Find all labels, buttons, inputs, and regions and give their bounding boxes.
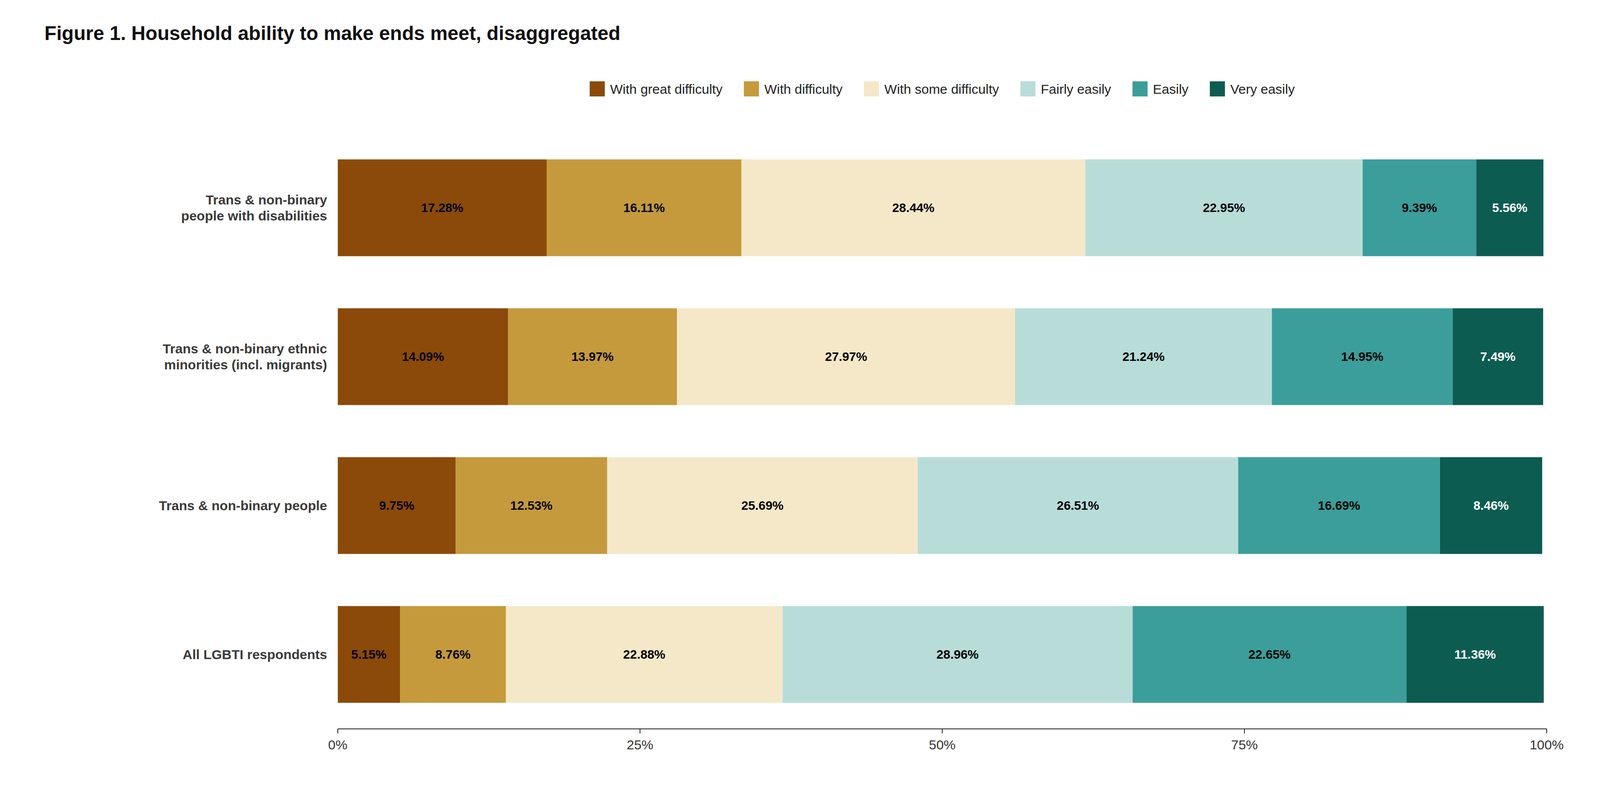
data-label: 8.46% xyxy=(1473,498,1509,513)
chart: Figure 1. Household ability to make ends… xyxy=(0,0,1600,800)
data-label: 5.15% xyxy=(351,647,387,662)
bar-segment xyxy=(455,457,608,555)
x-axis: 0% 25% 50% 75% 100% xyxy=(328,728,1564,752)
bar-segment xyxy=(1406,606,1544,704)
data-label: 25.69% xyxy=(741,498,784,513)
bar-segment xyxy=(917,457,1239,555)
bar-segment xyxy=(1452,308,1544,406)
bar-segment xyxy=(1085,159,1363,257)
legend-swatch xyxy=(1209,81,1225,97)
tick-label: 75% xyxy=(1231,737,1258,752)
bar-segment xyxy=(1272,308,1453,406)
legend-item: Very easily xyxy=(1209,81,1295,97)
bar-segment xyxy=(337,606,400,704)
data-label: 26.51% xyxy=(1056,498,1100,513)
bar-segment xyxy=(1015,308,1272,406)
legend: With great difficulty With difficulty With… xyxy=(589,81,1295,97)
data-label: 14.95% xyxy=(1341,349,1384,364)
legend-swatch xyxy=(744,81,760,97)
legend-item: With difficulty xyxy=(744,81,843,97)
tick-label: 50% xyxy=(928,737,956,752)
legend-label: Fairly easily xyxy=(1040,81,1112,97)
data-label: 14.09% xyxy=(401,349,444,364)
legend-swatch xyxy=(1132,81,1148,97)
legend-item: Easily xyxy=(1132,81,1189,97)
category-label: All LGBTI respondents xyxy=(182,647,328,662)
data-label: 7.49% xyxy=(1480,349,1516,364)
legend-item: With some difficulty xyxy=(864,81,1000,97)
tick-mark xyxy=(1244,728,1245,734)
bar-segment xyxy=(400,606,506,704)
y-axis: Trans & non-binarypeople with disabiliti… xyxy=(159,192,328,662)
data-label: 16.69% xyxy=(1317,498,1360,513)
legend-item: With great difficulty xyxy=(589,81,723,97)
legend-swatch xyxy=(864,81,880,97)
data-label: 5.56% xyxy=(1492,200,1528,215)
data-label: 22.95% xyxy=(1202,200,1245,215)
data-label: 22.88% xyxy=(623,647,666,662)
bar-segment xyxy=(337,308,508,406)
bar-segment xyxy=(1476,159,1544,257)
data-label: 9.75% xyxy=(379,498,415,513)
bar-segment xyxy=(508,308,677,406)
tick-mark xyxy=(639,728,641,734)
category-label: Trans & non-binary ethnicminorities (inc… xyxy=(162,341,328,372)
bar-segment xyxy=(337,457,456,555)
legend-swatch xyxy=(589,81,605,97)
legend-item: Fairly easily xyxy=(1020,81,1112,97)
legend-label: Easily xyxy=(1152,81,1189,97)
data-label: 12.53% xyxy=(510,498,553,513)
category-label: Trans & non-binarypeople with disabiliti… xyxy=(181,192,328,224)
category-label: Trans & non-binary people xyxy=(159,498,328,513)
legend-label: With some difficulty xyxy=(884,81,1000,97)
data-label: 11.36% xyxy=(1454,647,1496,662)
data-label: 17.28% xyxy=(421,200,464,215)
legend-swatch xyxy=(1020,81,1036,97)
bar-segment xyxy=(337,159,547,257)
legend-label: Very easily xyxy=(1230,81,1295,97)
data-label: 22.65% xyxy=(1248,647,1291,662)
bar-segment xyxy=(607,457,918,555)
legend-label: With difficulty xyxy=(764,81,843,97)
bar-segment xyxy=(1132,606,1407,704)
data-label: 28.96% xyxy=(936,647,979,662)
tick-label: 0% xyxy=(328,737,348,752)
data-label: 27.97% xyxy=(824,349,868,364)
background xyxy=(0,0,1600,800)
bar-segment xyxy=(1238,457,1440,555)
tick-mark xyxy=(941,728,943,734)
bar-segment xyxy=(505,606,783,704)
tick-label: 100% xyxy=(1529,737,1564,752)
tick-mark xyxy=(337,728,339,734)
data-label: 9.39% xyxy=(1401,200,1437,215)
data-label: 13.97% xyxy=(571,349,614,364)
data-label: 28.44% xyxy=(892,200,935,215)
title: Figure 1. Household ability to make ends… xyxy=(44,22,621,44)
data-label: 16.11% xyxy=(623,200,665,215)
bars xyxy=(337,159,1544,704)
bar-segment xyxy=(546,159,742,257)
tick-label: 25% xyxy=(626,737,654,752)
data-labels: 17.28% 16.11% 28.44% 22.95% 9.39% 5.56% 14.09%… xyxy=(351,200,1528,662)
bar-segment xyxy=(1362,159,1476,257)
bar-segment xyxy=(782,606,1133,704)
legend-label: With great difficulty xyxy=(610,81,723,97)
bar-segment xyxy=(1440,457,1543,555)
data-label: 8.76% xyxy=(435,647,471,662)
bar-segment xyxy=(741,159,1086,257)
data-label: 21.24% xyxy=(1122,349,1165,364)
bar-segment xyxy=(676,308,1016,406)
tick-mark xyxy=(1546,728,1548,734)
